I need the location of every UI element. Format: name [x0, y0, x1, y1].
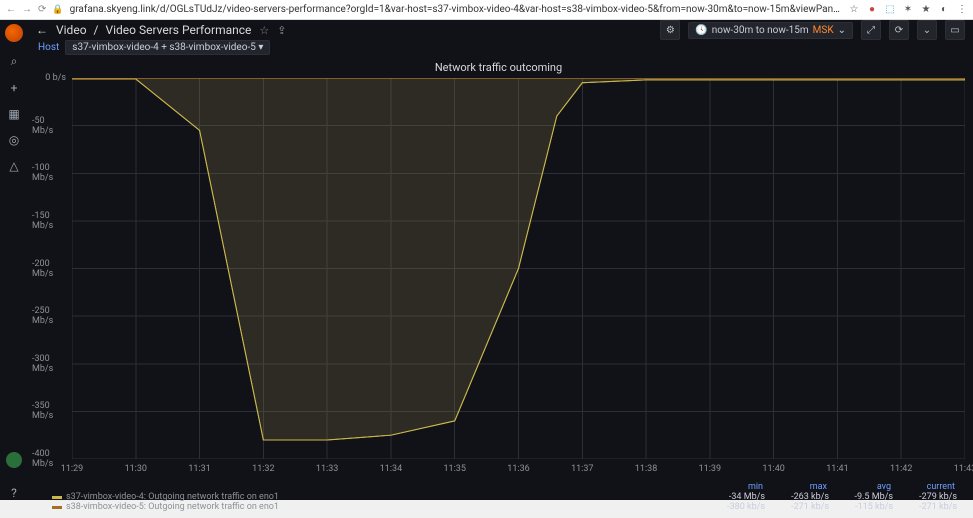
x-tick-label: 11:40	[762, 464, 784, 474]
y-tick-label: 0 b/s	[45, 73, 66, 83]
browser-reload[interactable]: ⟳	[38, 4, 46, 15]
variable-label: Host	[38, 42, 59, 53]
clock-icon: 🕓	[695, 25, 707, 36]
y-tick-label: -250 Mb/s	[32, 306, 66, 326]
create-icon[interactable]: +	[7, 81, 21, 95]
legend-current: -271 kb/s	[913, 502, 957, 512]
grafana-logo-icon[interactable]	[5, 24, 23, 42]
plot-area[interactable]: 0 b/s-50 Mb/s-100 Mb/s-150 Mb/s-200 Mb/s…	[72, 78, 965, 462]
y-tick-label: -200 Mb/s	[32, 259, 66, 279]
x-tick-label: 11:33	[316, 464, 338, 474]
extension-icon[interactable]: ⬚	[885, 4, 895, 15]
variable-value-text: s37-vimbox-video-4 + s38-vimbox-video-5	[72, 42, 256, 53]
dashboards-icon[interactable]: ▦	[7, 107, 21, 121]
legend-item[interactable]: s37-vimbox-video-4: Outgoing network tra…	[52, 492, 957, 502]
legend-max: -263 kb/s	[785, 492, 829, 502]
x-tick-label: 11:34	[380, 464, 402, 474]
legend-max: -271 kb/s	[785, 502, 829, 512]
variable-value-dropdown[interactable]: s37-vimbox-video-4 + s38-vimbox-video-5 …	[65, 40, 270, 55]
x-tick-label: 11:37	[571, 464, 593, 474]
breadcrumb-dashboard[interactable]: Video Servers Performance	[105, 23, 251, 37]
panel: Network traffic outcoming 0 b/s-50 Mb/s-…	[28, 55, 973, 518]
x-tick-label: 11:31	[188, 464, 210, 474]
browser-forward[interactable]: →	[22, 4, 32, 15]
x-tick-label: 11:35	[443, 464, 465, 474]
alerting-icon[interactable]: △	[7, 159, 21, 173]
legend-header: max	[783, 482, 827, 492]
legend-label: s37-vimbox-video-4: Outgoing network tra…	[66, 492, 717, 502]
profile-avatar-icon[interactable]: ◐	[939, 4, 949, 15]
legend-label: s38-vimbox-video-5: Outgoing network tra…	[66, 502, 717, 512]
legend-min: -34 Mb/s	[721, 492, 765, 502]
user-avatar-icon[interactable]	[6, 452, 22, 468]
panel-title[interactable]: Network traffic outcoming	[32, 59, 965, 78]
topbar: ← Video / Video Servers Performance ☆ ⇪ …	[28, 20, 973, 40]
legend-swatch	[52, 496, 62, 499]
extension-icon[interactable]: ✶	[903, 4, 913, 15]
breadcrumb-sep: /	[94, 23, 99, 37]
main: ← Video / Video Servers Performance ☆ ⇪ …	[28, 20, 973, 500]
y-tick-label: -300 Mb/s	[32, 354, 66, 374]
chevron-down-icon: ⌄	[838, 25, 846, 36]
zoom-out-icon[interactable]: ⤢	[861, 20, 881, 40]
browser-menu-icon[interactable]: ⋮	[957, 4, 967, 15]
x-tick-label: 11:29	[61, 464, 83, 474]
extension-icon[interactable]: ●	[867, 4, 877, 15]
share-icon[interactable]: ⇪	[277, 24, 286, 37]
x-tick-label: 11:32	[252, 464, 274, 474]
tv-mode-icon[interactable]: ▭	[945, 20, 965, 40]
address-bar[interactable]: grafana.skyeng.link/d/OGLsTUdJz/video-se…	[70, 4, 843, 15]
legend: min max avg current s37-vimbox-video-4: Out…	[32, 478, 965, 514]
browser-back[interactable]: ←	[6, 4, 16, 15]
back-button[interactable]: ←	[36, 23, 48, 37]
x-axis: 11:2911:3011:3111:3211:3311:3411:3511:36…	[72, 464, 965, 478]
y-tick-label: -50 Mb/s	[32, 116, 66, 136]
refresh-interval-dropdown[interactable]: ⌄	[917, 20, 937, 40]
legend-header: min	[719, 482, 763, 492]
legend-header: current	[911, 482, 955, 492]
x-tick-label: 11:43	[954, 464, 973, 474]
x-tick-label: 11:42	[890, 464, 912, 474]
y-tick-label: -100 Mb/s	[32, 163, 66, 183]
y-tick-label: -350 Mb/s	[32, 401, 66, 421]
refresh-icon[interactable]: ⟳	[889, 20, 909, 40]
dashboard-settings-icon[interactable]: ⚙	[660, 20, 680, 40]
chevron-down-icon: ▾	[258, 42, 263, 53]
legend-item[interactable]: s38-vimbox-video-5: Outgoing network tra…	[52, 502, 957, 512]
browser-chrome: ← → ⟳ 🔒 grafana.skyeng.link/d/OGLsTUdJz/…	[0, 0, 973, 20]
legend-avg: -9.5 Mb/s	[849, 492, 893, 502]
legend-avg: -115 kb/s	[849, 502, 893, 512]
x-tick-label: 11:36	[507, 464, 529, 474]
legend-min: -380 kb/s	[721, 502, 765, 512]
y-tick-label: -150 Mb/s	[32, 211, 66, 231]
legend-current: -279 kb/s	[913, 492, 957, 502]
timezone-label: MSK	[813, 25, 834, 36]
sidebar: ⌕ + ▦ ◎ △ ?	[0, 20, 28, 500]
grafana-app: ⌕ + ▦ ◎ △ ? ← Video / Video Servers Perf…	[0, 20, 973, 500]
x-tick-label: 11:38	[635, 464, 657, 474]
legend-swatch	[52, 506, 62, 509]
time-range-label: now-30m to now-15m	[712, 25, 809, 36]
search-icon[interactable]: ⌕	[7, 54, 21, 69]
help-icon[interactable]: ?	[7, 486, 21, 500]
x-tick-label: 11:30	[125, 464, 147, 474]
breadcrumb: Video / Video Servers Performance	[56, 23, 251, 37]
variable-bar: Host s37-vimbox-video-4 + s38-vimbox-vid…	[28, 40, 973, 55]
time-picker[interactable]: 🕓 now-30m to now-15m MSK ⌄	[688, 22, 853, 39]
breadcrumb-root[interactable]: Video	[56, 23, 87, 37]
favorite-icon[interactable]: ☆	[259, 24, 269, 37]
extensions-menu-icon[interactable]: ★	[921, 4, 931, 15]
legend-header: avg	[847, 482, 891, 492]
lock-icon: 🔒	[52, 5, 63, 15]
bookmark-star-icon[interactable]: ☆	[849, 4, 859, 15]
x-tick-label: 11:39	[699, 464, 721, 474]
chart: 0 b/s-50 Mb/s-100 Mb/s-150 Mb/s-200 Mb/s…	[32, 78, 965, 478]
explore-icon[interactable]: ◎	[7, 133, 21, 147]
x-tick-label: 11:41	[826, 464, 848, 474]
